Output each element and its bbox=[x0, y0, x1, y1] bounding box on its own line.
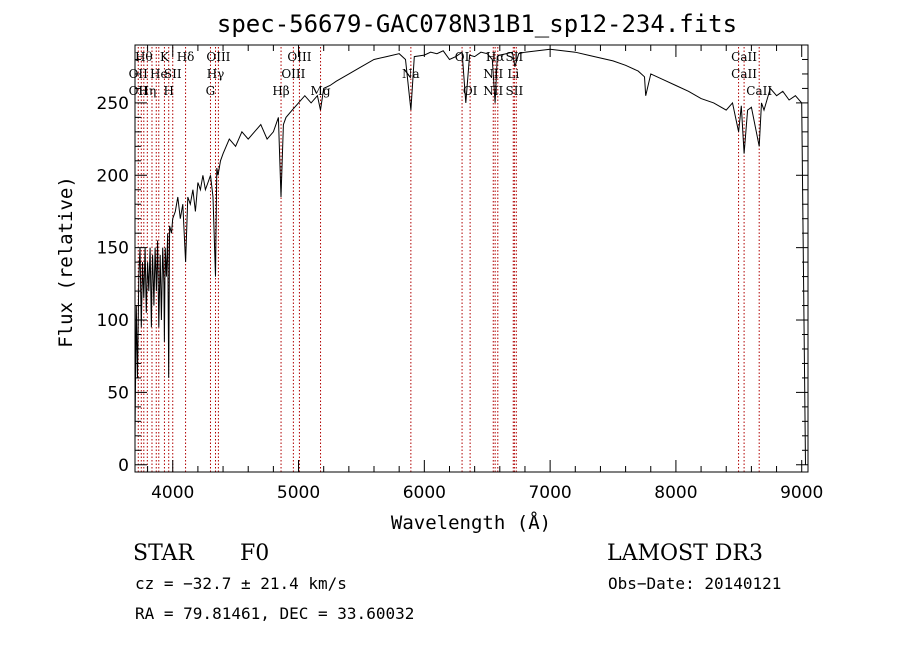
line-label: OIII bbox=[287, 50, 311, 64]
line-label: Hβ bbox=[272, 84, 289, 98]
line-label: Hδ bbox=[177, 50, 195, 64]
x-tick-label: 5000 bbox=[277, 483, 320, 503]
line-label: OIII bbox=[281, 67, 305, 81]
line-label: Hη bbox=[138, 84, 156, 98]
survey-name: LAMOST DR3 bbox=[607, 541, 763, 566]
x-tick-label: 6000 bbox=[403, 483, 446, 503]
object-subclass: F0 bbox=[240, 541, 269, 566]
line-label: G bbox=[206, 84, 216, 98]
line-label: OIII bbox=[206, 50, 230, 64]
y-tick-label: 200 bbox=[97, 166, 129, 186]
y-tick-label: 100 bbox=[97, 311, 129, 331]
x-tick-label: 7000 bbox=[528, 483, 571, 503]
line-label: K bbox=[160, 50, 170, 64]
plot-frame bbox=[134, 44, 809, 473]
y-tick-label: 150 bbox=[97, 239, 129, 259]
y-tick-layer: 0 50 100 150 200 250 bbox=[97, 58, 808, 476]
line-label: Na bbox=[402, 67, 420, 81]
x-axis-label: Wavelength (Å) bbox=[391, 511, 551, 534]
y-axis-label: Flux (relative) bbox=[55, 176, 77, 348]
line-label: CaII bbox=[746, 84, 772, 98]
line-label: He bbox=[150, 67, 168, 81]
line-label: CaII bbox=[731, 50, 757, 64]
x-tick-label: 9000 bbox=[780, 483, 823, 503]
line-label: SII bbox=[506, 84, 524, 98]
x-tick-label: 4000 bbox=[151, 483, 194, 503]
coordinates: RA = 79.81461, DEC = 33.60032 bbox=[135, 604, 414, 623]
line-label: Hγ bbox=[207, 67, 225, 81]
x-tick-layer: 4000 5000 6000 7000 8000 9000 bbox=[147, 45, 823, 503]
line-label: SII bbox=[164, 67, 182, 81]
line-label: OII bbox=[129, 84, 149, 98]
line-label-layer: OIIOIIHθHηHeKHSIIHδGHγOIIIHβOIIIOIIIMgNa… bbox=[129, 50, 773, 98]
redshift-velocity: cz = −32.7 ± 21.4 km/s bbox=[135, 574, 347, 593]
line-label: Hθ bbox=[135, 50, 153, 64]
line-label: NII bbox=[483, 84, 503, 98]
y-tick-label: 50 bbox=[107, 383, 129, 403]
line-label: Hα bbox=[486, 50, 505, 64]
line-label: CaII bbox=[731, 67, 757, 81]
line-label: H bbox=[163, 84, 173, 98]
chart-title: spec-56679-GAC078N31B1_sp12-234.fits bbox=[217, 10, 737, 38]
y-tick-label: 250 bbox=[97, 94, 129, 114]
spectrum-line bbox=[134, 48, 806, 465]
observation-date: Obs−Date: 20140121 bbox=[608, 574, 781, 593]
y-tick-label: 0 bbox=[118, 456, 129, 476]
line-label: Li bbox=[507, 67, 519, 81]
line-marker-layer bbox=[137, 47, 760, 472]
x-tick-label: 8000 bbox=[654, 483, 697, 503]
object-class: STAR bbox=[133, 541, 195, 566]
